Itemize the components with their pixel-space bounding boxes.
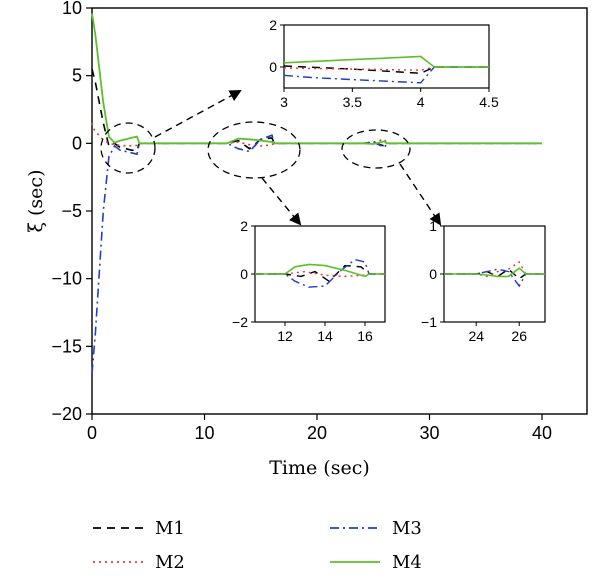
x-axis-label: Time (sec) (269, 457, 370, 479)
main-series-m4 (91, 13, 542, 145)
inset-top-y-tick-label: 2 (269, 17, 277, 33)
inset-layer: 3 3.5 4 4.5 2 0 12 14 16 2 0 −2 24 26 1 0 −1 (232, 17, 546, 344)
y-tick-label: 5 (72, 66, 82, 86)
legend: M1 M2 M3 M4 (93, 518, 422, 573)
inset-right: 24 26 1 0 −1 (421, 218, 546, 344)
zoom-annotations (100, 90, 442, 226)
inset-top-series-m4 (284, 55, 489, 68)
zoom-arrow-3 (399, 163, 442, 226)
inset-mid-x-tick-label: 14 (317, 328, 333, 344)
inset-top-y-tick-label: 0 (269, 59, 277, 75)
inset-top-series (284, 55, 489, 84)
inset-mid: 12 14 16 2 0 −2 (232, 218, 386, 344)
inset-right-x-tick-label: 26 (511, 328, 527, 344)
inset-top-x-tick-label: 3 (280, 94, 288, 110)
x-tick-label: 10 (194, 423, 214, 443)
y-tick-label: −5 (61, 201, 82, 221)
legend-label-m3: M3 (392, 518, 422, 539)
inset-right-series (444, 260, 545, 288)
inset-mid-x-tick-label: 12 (277, 328, 293, 344)
inset-mid-series (255, 258, 385, 288)
y-tick-label: −20 (51, 404, 82, 424)
legend-label-m2: M2 (155, 552, 185, 573)
x-tick-label: 30 (419, 423, 439, 443)
zoom-ellipse-1 (100, 122, 156, 174)
inset-mid-y-tick-label: 0 (240, 266, 248, 282)
inset-top: 3 3.5 4 4.5 2 0 (269, 17, 499, 110)
y-tick-label: −10 (51, 269, 82, 289)
inset-mid-series-m3 (255, 258, 385, 288)
inset-right-x-tick-label: 24 (468, 328, 484, 344)
zoom-arrow-2 (261, 177, 302, 226)
zoom-arrow-1 (154, 90, 242, 138)
y-axis-label: ξ (sec) (25, 170, 47, 233)
x-tick-label: 0 (87, 423, 97, 443)
y-tick-label: −15 (51, 336, 82, 356)
main-series-m3 (91, 134, 542, 374)
y-tick-label: 10 (62, 0, 82, 18)
inset-right-y-tick-label: 1 (429, 218, 437, 234)
inset-right-series-m3 (444, 268, 545, 288)
zoom-ellipse-3 (341, 129, 411, 169)
inset-right-series-m4 (444, 267, 545, 278)
inset-top-x-tick-label: 4.5 (479, 94, 499, 110)
inset-mid-x-tick-label: 16 (357, 328, 373, 344)
inset-mid-y-tick-label: 2 (240, 218, 248, 234)
legend-label-m4: M4 (392, 552, 422, 573)
inset-top-x-tick-label: 3.5 (343, 94, 363, 110)
inset-mid-series-m4 (255, 263, 385, 278)
inset-top-x-tick-label: 4 (417, 94, 425, 110)
zoom-ellipse-2 (207, 121, 301, 179)
inset-top-frame (283, 24, 490, 89)
x-tick-label: 40 (532, 423, 552, 443)
main-series-m2 (91, 122, 542, 147)
x-tick-label: 20 (307, 423, 327, 443)
legend-label-m1: M1 (155, 518, 185, 539)
inset-mid-y-tick-label: −2 (232, 314, 248, 330)
inset-right-y-tick-label: −1 (421, 314, 437, 330)
y-tick-label: 0 (72, 133, 82, 153)
inset-right-y-tick-label: 0 (429, 266, 437, 282)
